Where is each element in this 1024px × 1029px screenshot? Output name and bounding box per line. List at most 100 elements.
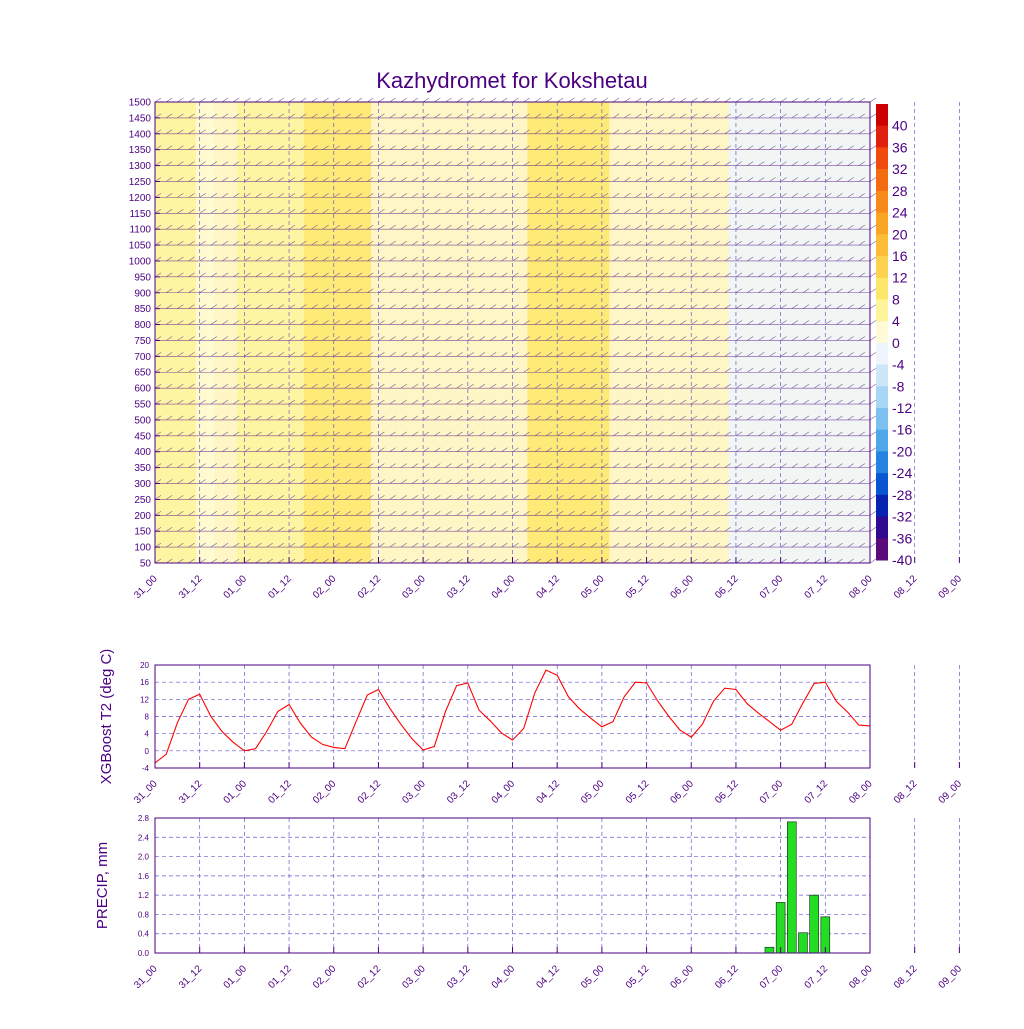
x-tick-label: 07_00 (758, 573, 786, 601)
colorbar: 4036322824201612840-4-8-12-16-20-24-28-3… (876, 104, 912, 568)
wind-barb (501, 98, 507, 102)
wind-barb (859, 98, 865, 102)
x-tick-label: 06_12 (713, 963, 741, 991)
x-tick-label: 04_00 (490, 778, 518, 806)
y-tick-label: 1350 (129, 145, 152, 156)
y-tick-label: 1.6 (138, 872, 150, 881)
wind-barb (233, 98, 239, 102)
y-tick-label: 500 (134, 415, 151, 426)
colorbar-label: -4 (892, 357, 905, 373)
wind-barb (300, 98, 306, 102)
x-tick-label: 31_00 (132, 963, 160, 991)
wind-barb (870, 257, 876, 261)
wind-barb (870, 193, 876, 197)
wind-barb (680, 98, 686, 102)
y-tick-label: 450 (134, 431, 151, 442)
x-tick-label: 04_12 (534, 963, 562, 991)
y-tick-label: 0.8 (138, 910, 150, 919)
wind-barb (814, 98, 820, 102)
wind-barb (267, 98, 273, 102)
colorbar-cell (876, 213, 888, 235)
wind-barb (747, 98, 753, 102)
wind-barb (390, 98, 396, 102)
wind-barb (189, 98, 195, 102)
precip-bar (776, 902, 785, 953)
x-tick-label: 08_00 (847, 963, 875, 991)
y-tick-label: 50 (140, 559, 152, 570)
y-tick-label: 300 (134, 479, 151, 490)
colorbar-label: 40 (892, 118, 908, 134)
colorbar-label: 8 (892, 291, 900, 307)
wind-barb (870, 273, 876, 277)
x-tick-label: 08_00 (847, 778, 875, 806)
colorbar-label: 32 (892, 161, 908, 177)
wind-barb (758, 98, 764, 102)
x-tick-label: 04_12 (534, 778, 562, 806)
wind-barb (848, 98, 854, 102)
colorbar-cell (876, 147, 888, 169)
wind-barb (870, 368, 876, 372)
colorbar-cell (876, 169, 888, 191)
x-tick-label: 07_12 (803, 778, 831, 806)
temperature-profile-panel: 5010015020025030035040045050055060065070… (129, 98, 965, 602)
colorbar-label: -28 (892, 487, 912, 503)
x-tick-label: 01_12 (266, 778, 294, 806)
precip-bar (799, 933, 808, 953)
heatmap-region-cool-patch-1 (196, 102, 215, 563)
wind-barb (870, 114, 876, 118)
x-tick-label: 03_00 (400, 778, 428, 806)
x-tick-label: 02_00 (311, 963, 339, 991)
heatmap-region-cool-patch-2 (728, 102, 870, 563)
wind-barb (870, 384, 876, 388)
y-tick-label: 400 (134, 447, 151, 458)
x-tick-label: 02_12 (356, 778, 384, 806)
x-tick-label: 31_12 (177, 963, 205, 991)
wind-barb (166, 98, 172, 102)
y-tick-label: 1.2 (138, 891, 150, 900)
y-tick-label: 650 (134, 368, 151, 379)
wind-barb (870, 527, 876, 531)
colorbar-cell (876, 191, 888, 213)
wind-barb (870, 352, 876, 356)
wind-barb (736, 98, 742, 102)
wind-barb (714, 98, 720, 102)
wind-barb (200, 98, 206, 102)
y-tick-label: 100 (134, 543, 151, 554)
y-tick-label: 1400 (129, 129, 152, 140)
colorbar-cell (876, 321, 888, 343)
wind-barb (870, 209, 876, 213)
x-tick-label: 07_12 (803, 573, 831, 601)
colorbar-label: -40 (892, 552, 912, 568)
wind-barb (870, 464, 876, 468)
colorbar-label: 28 (892, 183, 908, 199)
colorbar-cell (876, 386, 888, 408)
wind-barb (870, 241, 876, 245)
wind-barb (658, 98, 664, 102)
colorbar-cell (876, 278, 888, 300)
colorbar-label: -24 (892, 465, 912, 481)
wind-barb (870, 146, 876, 150)
x-tick-label: 05_00 (579, 963, 607, 991)
y-tick-label: 16 (140, 678, 149, 687)
wind-barb (367, 98, 373, 102)
wind-barb (580, 98, 586, 102)
wind-barb (669, 98, 675, 102)
chart-title: Kazhydromet for Kokshetau (376, 68, 647, 93)
y-tick-label: 900 (134, 288, 151, 299)
colorbar-label: 36 (892, 139, 908, 155)
wind-barb (803, 98, 809, 102)
colorbar-label: 24 (892, 205, 908, 221)
x-tick-label: 31_12 (177, 778, 205, 806)
y-tick-label: 1300 (129, 161, 152, 172)
wind-barb (378, 98, 384, 102)
precip-bar (787, 822, 796, 953)
y-tick-label: -4 (142, 764, 150, 773)
colorbar-label: -8 (892, 378, 905, 394)
x-tick-label: 01_00 (222, 573, 250, 601)
wind-barb (423, 98, 429, 102)
wind-barb (434, 98, 440, 102)
colorbar-cell (876, 299, 888, 321)
y-tick-label: 550 (134, 400, 151, 411)
y-tick-label: 1050 (129, 241, 152, 252)
